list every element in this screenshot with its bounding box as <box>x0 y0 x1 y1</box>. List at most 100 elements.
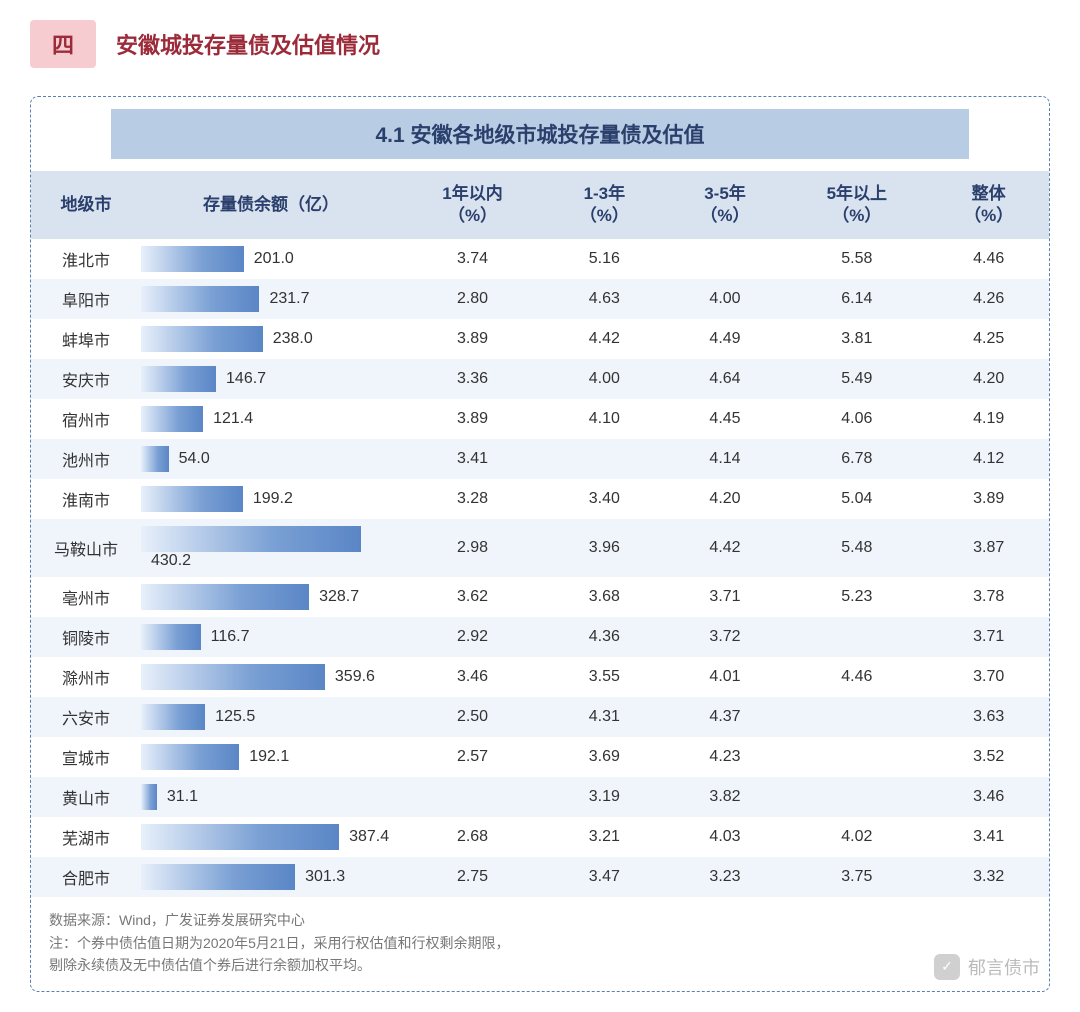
table-row: 合肥市301.32.753.473.233.753.32 <box>31 857 1049 897</box>
cell-y13: 4.42 <box>544 319 665 359</box>
cell-all: 3.63 <box>928 697 1049 737</box>
cell-all: 3.46 <box>928 777 1049 817</box>
cell-y5p: 4.02 <box>785 817 928 857</box>
cell-y35: 3.72 <box>665 617 786 657</box>
cell-y35: 3.71 <box>665 577 786 617</box>
cell-y35: 4.23 <box>665 737 786 777</box>
balance-bar <box>141 526 361 552</box>
cell-y1: 3.89 <box>401 399 544 439</box>
th-city: 地级市 <box>31 171 141 239</box>
cell-balance: 192.1 <box>141 737 401 777</box>
cell-y13: 4.10 <box>544 399 665 439</box>
cell-balance: 116.7 <box>141 617 401 657</box>
section-badge: 四 <box>30 20 96 68</box>
cell-city: 芜湖市 <box>31 817 141 857</box>
table-row: 六安市125.52.504.314.373.63 <box>31 697 1049 737</box>
cell-balance: 387.4 <box>141 817 401 857</box>
th-all: 整体（%） <box>928 171 1049 239</box>
balance-bar <box>141 744 239 770</box>
table-row: 滁州市359.63.463.554.014.463.70 <box>31 657 1049 697</box>
cell-city: 滁州市 <box>31 657 141 697</box>
cell-y35: 4.49 <box>665 319 786 359</box>
cell-y5p: 5.58 <box>785 239 928 279</box>
cell-y35: 4.01 <box>665 657 786 697</box>
balance-value: 192.1 <box>249 748 289 766</box>
balance-bar <box>141 584 309 610</box>
cell-city: 阜阳市 <box>31 279 141 319</box>
cell-y13 <box>544 439 665 479</box>
table-row: 宣城市192.12.573.694.233.52 <box>31 737 1049 777</box>
cell-all: 4.19 <box>928 399 1049 439</box>
balance-bar <box>141 406 203 432</box>
cell-city: 淮南市 <box>31 479 141 519</box>
cell-balance: 359.6 <box>141 657 401 697</box>
cell-y1: 3.28 <box>401 479 544 519</box>
balance-value: 301.3 <box>305 868 345 886</box>
cell-balance: 201.0 <box>141 239 401 279</box>
balance-bar <box>141 286 259 312</box>
table-row: 宿州市121.43.894.104.454.064.19 <box>31 399 1049 439</box>
table-title: 4.1 安徽各地级市城投存量债及估值 <box>111 109 969 159</box>
cell-all: 3.52 <box>928 737 1049 777</box>
cell-balance: 328.7 <box>141 577 401 617</box>
cell-city: 六安市 <box>31 697 141 737</box>
wechat-icon: ✓ <box>934 954 960 980</box>
th-y5p: 5年以上（%） <box>785 171 928 239</box>
cell-all: 4.25 <box>928 319 1049 359</box>
cell-all: 3.71 <box>928 617 1049 657</box>
cell-all: 4.26 <box>928 279 1049 319</box>
cell-city: 宣城市 <box>31 737 141 777</box>
cell-all: 3.78 <box>928 577 1049 617</box>
cell-city: 马鞍山市 <box>31 519 141 577</box>
cell-balance: 231.7 <box>141 279 401 319</box>
th-y13: 1-3年（%） <box>544 171 665 239</box>
notes: 数据来源：Wind，广发证券发展研究中心 注：个券中债估值日期为2020年5月2… <box>31 897 1049 980</box>
note-line: 注：个券中债估值日期为2020年5月21日，采用行权估值和行权剩余期限， <box>49 932 1031 954</box>
balance-bar <box>141 486 243 512</box>
cell-y35: 4.45 <box>665 399 786 439</box>
cell-city: 亳州市 <box>31 577 141 617</box>
section-header: 四 安徽城投存量债及估值情况 <box>30 20 1050 68</box>
cell-all: 3.87 <box>928 519 1049 577</box>
cell-y13: 3.96 <box>544 519 665 577</box>
cell-y13: 3.47 <box>544 857 665 897</box>
balance-bar <box>141 366 216 392</box>
watermark: ✓ 郁言债市 <box>934 954 1040 980</box>
cell-city: 安庆市 <box>31 359 141 399</box>
balance-bar <box>141 824 339 850</box>
cell-y13: 3.21 <box>544 817 665 857</box>
table-row: 安庆市146.73.364.004.645.494.20 <box>31 359 1049 399</box>
balance-bar <box>141 784 157 810</box>
balance-bar <box>141 326 263 352</box>
cell-y13: 5.16 <box>544 239 665 279</box>
cell-y5p: 5.04 <box>785 479 928 519</box>
cell-balance: 199.2 <box>141 479 401 519</box>
cell-y5p: 6.78 <box>785 439 928 479</box>
cell-balance: 238.0 <box>141 319 401 359</box>
cell-y35: 4.42 <box>665 519 786 577</box>
balance-bar <box>141 864 295 890</box>
cell-y35: 4.14 <box>665 439 786 479</box>
cell-y13: 3.55 <box>544 657 665 697</box>
balance-bar <box>141 246 244 272</box>
cell-city: 铜陵市 <box>31 617 141 657</box>
watermark-text: 郁言债市 <box>968 954 1040 980</box>
cell-y5p: 5.49 <box>785 359 928 399</box>
cell-all: 3.89 <box>928 479 1049 519</box>
balance-bar <box>141 624 201 650</box>
cell-y1: 2.75 <box>401 857 544 897</box>
table-row: 铜陵市116.72.924.363.723.71 <box>31 617 1049 657</box>
cell-y35: 3.82 <box>665 777 786 817</box>
table-row: 淮南市199.23.283.404.205.043.89 <box>31 479 1049 519</box>
cell-all: 3.70 <box>928 657 1049 697</box>
cell-y5p <box>785 777 928 817</box>
cell-y5p <box>785 737 928 777</box>
table-row: 芜湖市387.42.683.214.034.023.41 <box>31 817 1049 857</box>
cell-city: 池州市 <box>31 439 141 479</box>
th-y35: 3-5年（%） <box>665 171 786 239</box>
cell-y13: 3.19 <box>544 777 665 817</box>
balance-value: 121.4 <box>213 410 253 428</box>
cell-all: 3.41 <box>928 817 1049 857</box>
note-line: 数据来源：Wind，广发证券发展研究中心 <box>49 909 1031 931</box>
cell-balance: 301.3 <box>141 857 401 897</box>
